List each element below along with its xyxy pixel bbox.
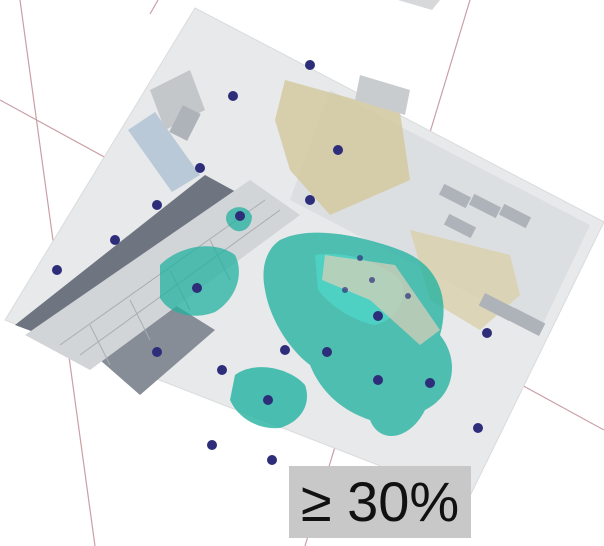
coverage-zone-west	[160, 246, 239, 316]
sand-pad	[322, 255, 440, 345]
sensor-marker	[235, 211, 245, 221]
sensor-marker	[357, 255, 363, 261]
sensor-marker	[373, 375, 383, 385]
sensor-marker	[195, 163, 205, 173]
sensor-marker	[217, 365, 227, 375]
sensor-marker	[373, 311, 383, 321]
glass-building	[128, 112, 200, 192]
sensor-markers	[52, 60, 492, 465]
dirt-patch	[275, 80, 410, 215]
sensor-marker	[425, 378, 435, 388]
sensor-marker	[207, 440, 217, 450]
sensor-marker	[280, 345, 290, 355]
sensor-marker	[192, 283, 202, 293]
sensor-marker	[267, 455, 277, 465]
sensor-marker	[482, 328, 492, 338]
aerial-tile	[4, 7, 604, 501]
sensor-marker	[305, 60, 315, 70]
image-fragment	[398, 0, 440, 10]
sensor-marker	[263, 395, 273, 405]
sensor-marker	[473, 423, 483, 433]
sensor-marker	[110, 235, 120, 245]
sensor-marker	[152, 200, 162, 210]
sensor-marker	[333, 145, 343, 155]
sensor-marker	[369, 277, 375, 283]
sensor-marker	[152, 347, 162, 357]
vehicles	[169, 105, 546, 336]
sensor-marker	[52, 265, 62, 275]
sensor-marker	[342, 287, 348, 293]
building-ne	[355, 75, 410, 115]
sensor-marker	[405, 293, 411, 299]
threshold-legend-label: ≥ 30%	[289, 466, 471, 538]
sensor-marker	[322, 347, 332, 357]
sensor-marker	[305, 195, 315, 205]
sensor-marker	[228, 91, 238, 101]
